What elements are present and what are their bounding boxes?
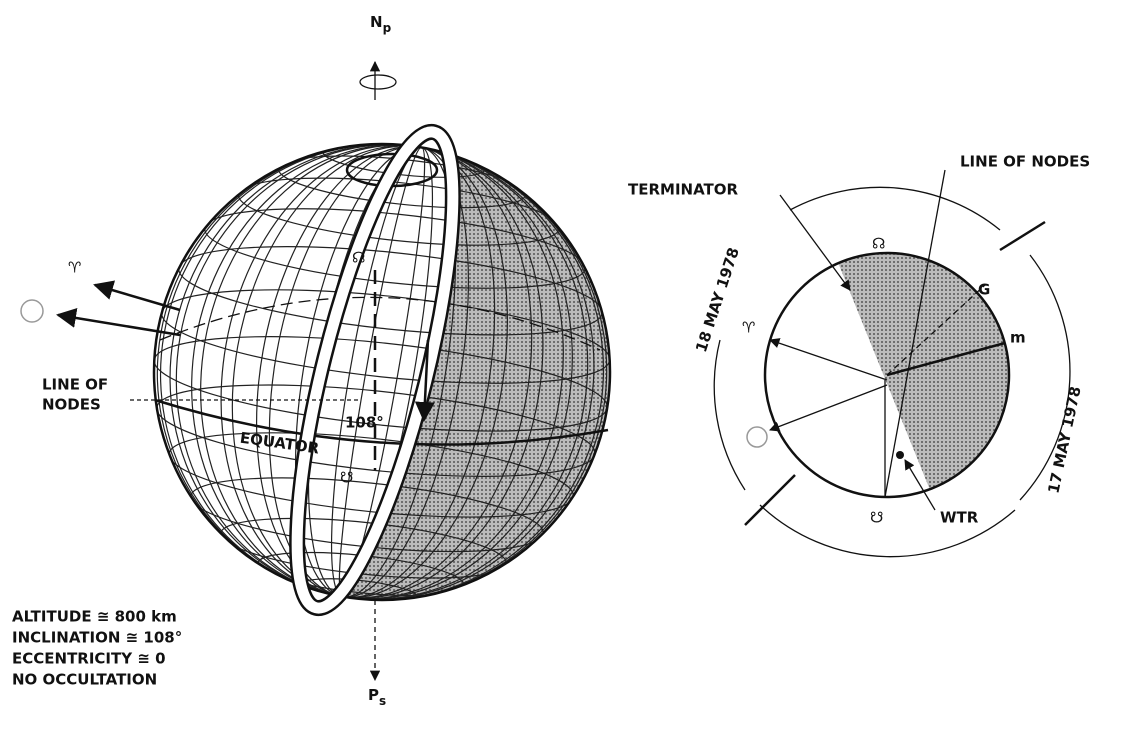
ascending-node: ☊: [872, 235, 885, 253]
ecliptic-arc: [789, 186, 1001, 231]
ecliptic-arc: [713, 339, 746, 491]
sun-symbol: [20, 299, 44, 323]
sun-direction: [769, 384, 888, 432]
label: N: [370, 13, 383, 31]
date-label: 18 MAY 1978: [692, 245, 743, 354]
orbit-direction: [414, 339, 435, 422]
parameter: ALTITUDE ≅ 800 km: [12, 608, 177, 626]
date-tick: [744, 474, 796, 526]
aries-symbol: ♈: [68, 259, 81, 277]
sun-symbol: [746, 426, 768, 448]
wtr-pointer: [904, 459, 936, 511]
aries-symbol: ♈: [742, 319, 755, 337]
line-of-nodes: [884, 169, 946, 498]
parameter: NO OCCULTATION: [12, 671, 157, 689]
north-pole-label: Np: [370, 13, 392, 35]
night-side: [330, 144, 610, 600]
g-label: G: [978, 281, 990, 299]
orbit-plane: [159, 296, 601, 351]
aries-arrow: [93, 280, 181, 312]
terminator-label: TERMINATOR: [628, 181, 739, 199]
line-of-nodes-label: NODES: [42, 396, 101, 414]
date-label: 17 MAY 1978: [1044, 385, 1084, 495]
line-of-nodes-label: LINE OF NODES: [960, 153, 1090, 171]
globe-outline: [152, 142, 612, 602]
night-side: [835, 253, 1009, 490]
ecliptic-arc: [1019, 254, 1071, 501]
descending-node: ☋: [340, 469, 353, 487]
wtr-point: [896, 451, 904, 459]
parameter: ECCENTRICITY ≅ 0: [12, 650, 166, 668]
globe: [20, 60, 612, 682]
rotation-symbol: [359, 74, 397, 90]
label: p: [383, 21, 392, 35]
aries-direction: [769, 338, 888, 381]
m-label: m: [1010, 329, 1026, 347]
descending-node: ☋: [870, 509, 883, 527]
orbit-circle: [763, 251, 1011, 499]
parameter: INCLINATION ≅ 108°: [12, 629, 182, 647]
angle-label: 108°: [345, 414, 384, 432]
line-of-nodes-label: LINE OF: [42, 376, 108, 394]
g-line: [886, 284, 986, 376]
ascending-node: ☊: [352, 249, 365, 267]
equator-line: [154, 398, 609, 446]
south-pole-label: Ps: [368, 686, 386, 708]
g-line: [886, 341, 1006, 377]
terminator-pointer: [779, 194, 851, 291]
wtr-label: WTR: [940, 509, 979, 527]
ecliptic-arc: [759, 504, 1016, 558]
sun-arrow: [56, 308, 181, 337]
label: s: [379, 694, 386, 708]
label: P: [368, 686, 379, 704]
date-tick: [999, 220, 1046, 252]
orbit-plane-view: [713, 169, 1071, 558]
